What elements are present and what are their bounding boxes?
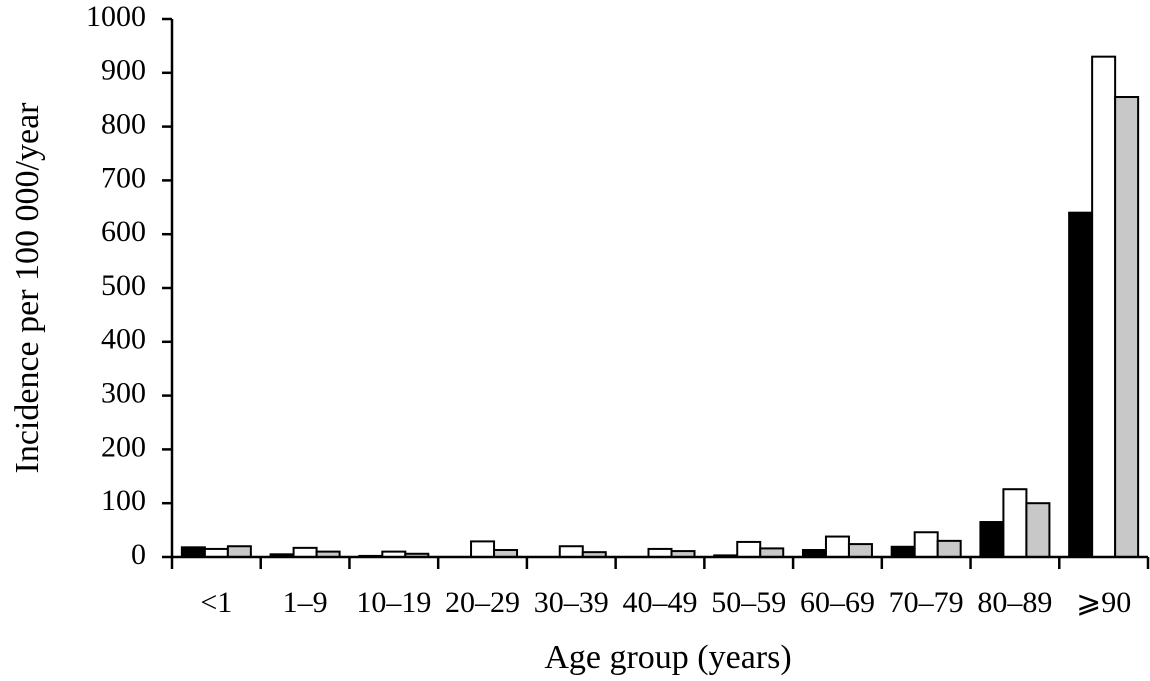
x-tick-label: 70–79 [889, 586, 964, 619]
bar [759, 547, 785, 559]
bar [470, 540, 496, 559]
bar [736, 540, 762, 558]
bar [1002, 488, 1028, 559]
bar [1114, 96, 1140, 558]
bar [180, 546, 206, 558]
y-tick-label: 700 [101, 161, 146, 194]
x-tick-label: 50–59 [711, 586, 786, 619]
bar [1091, 55, 1117, 558]
bar [226, 545, 252, 558]
y-tick-label: 300 [101, 376, 146, 409]
x-axis-label: Age group (years) [544, 639, 791, 676]
x-tick-label: 1–9 [283, 586, 328, 619]
y-tick-label: 600 [101, 215, 146, 248]
bar [558, 545, 584, 558]
x-tick-label: 20–29 [445, 586, 520, 619]
bar [824, 535, 850, 559]
y-tick-label: 0 [131, 538, 146, 571]
x-tick-label: 80–89 [977, 586, 1052, 619]
y-tick-label: 800 [101, 107, 146, 140]
bar [890, 545, 916, 559]
x-tick-label: 60–69 [800, 586, 875, 619]
bar [1068, 211, 1094, 558]
bar [979, 521, 1005, 559]
x-tick-label: <1 [200, 586, 232, 619]
x-tick-label: 30–39 [534, 586, 609, 619]
bar [1025, 502, 1051, 559]
y-tick-label: 500 [101, 269, 146, 302]
bar [936, 539, 962, 558]
bar [913, 531, 939, 559]
y-tick-label: 100 [101, 484, 146, 517]
y-tick-label: 400 [101, 323, 146, 356]
y-axis-label: Incidence per 100 000/year [9, 102, 46, 474]
x-tick-label: ⩾90 [1076, 586, 1131, 619]
y-tick-label: 1000 [86, 0, 146, 33]
bar [292, 546, 318, 559]
x-tick-label: 40–49 [623, 586, 698, 619]
y-tick-label: 900 [101, 54, 146, 87]
bar [847, 543, 873, 559]
x-tick-label: 10–19 [356, 586, 431, 619]
y-tick-label: 200 [101, 430, 146, 463]
